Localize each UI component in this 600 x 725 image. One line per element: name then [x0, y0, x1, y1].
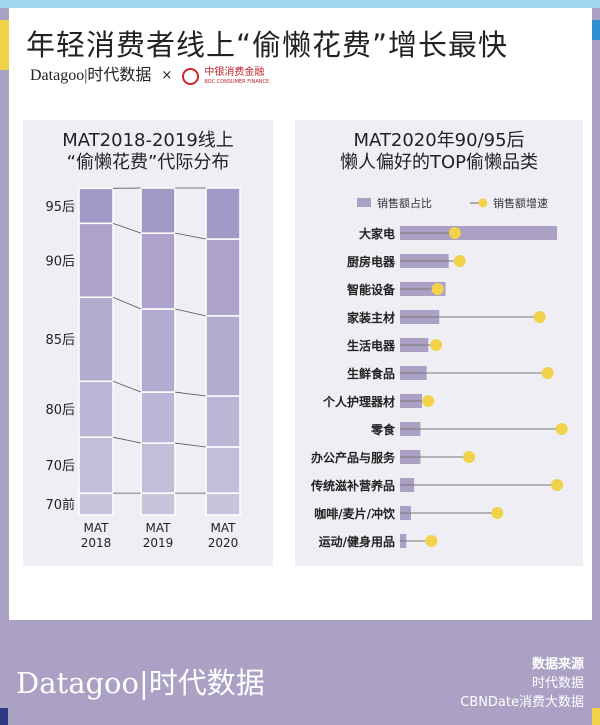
- share-bar: [400, 226, 557, 240]
- x-tick-label: 2019: [143, 536, 174, 550]
- x-tick-label: MAT: [84, 521, 110, 535]
- x-tick-label: MAT: [146, 521, 172, 535]
- footer-logo: Datagoo|时代数据: [16, 666, 265, 700]
- y-tick-label: 95后: [45, 200, 75, 215]
- y-tick-label: 80后: [45, 403, 75, 418]
- connector-line: [174, 442, 207, 448]
- bar-segment: [78, 492, 114, 516]
- category-label: 传统滋补营养品: [310, 478, 395, 493]
- chart-title: MAT2018-2019线上 “偷懒花费”代际分布: [62, 130, 234, 173]
- left-border: [0, 8, 9, 620]
- growth-dot: [541, 367, 554, 379]
- connector-line: [174, 308, 207, 317]
- bar-segment: [140, 232, 176, 310]
- data-source: 数据来源 时代数据 CBNDate消费大数据: [460, 655, 584, 712]
- category-label: 厨房电器: [347, 254, 396, 269]
- x-tick-label: 2018: [81, 536, 112, 550]
- growth-dot: [453, 255, 466, 267]
- category-label: 生鲜食品: [347, 366, 395, 381]
- legend-dot: [478, 198, 488, 208]
- growth-dot: [555, 423, 568, 435]
- category-label: 咖啡/麦片/冲饮: [314, 506, 396, 521]
- y-tick-label: 85后: [45, 333, 75, 348]
- bar-segment: [205, 446, 241, 494]
- growth-dot: [425, 535, 438, 547]
- connector-line: [112, 436, 142, 444]
- connector-line: [112, 222, 142, 234]
- bar-segment: [205, 187, 241, 240]
- partner-logo-sub: BOC CONSUMER FINANCE: [204, 79, 270, 85]
- connector-line: [112, 380, 142, 393]
- right-border: [592, 8, 600, 620]
- bar-segment: [78, 222, 114, 298]
- growth-dot: [431, 283, 444, 295]
- generation-chart-panel: MAT2018-2019线上 “偷懒花费”代际分布 MAT 2018 MAT 2019 M…: [23, 120, 273, 566]
- bar-segment: [205, 395, 241, 448]
- growth-dot: [533, 311, 546, 323]
- legend-bar-swatch: [357, 198, 371, 207]
- source-item: CBNDate消费大数据: [460, 695, 584, 710]
- growth-dot: [551, 479, 563, 491]
- source-label: 数据来源: [531, 657, 584, 672]
- category-label: 家装主材: [347, 310, 395, 325]
- y-tick-label: 90后: [45, 254, 75, 269]
- category-label: 运动/健身用品: [319, 534, 395, 549]
- category-label: 智能设备: [346, 282, 396, 297]
- bar-segment: [78, 380, 114, 438]
- bar-segment: [140, 308, 176, 393]
- bar-segment: [78, 436, 114, 494]
- bar-segment: [140, 391, 176, 444]
- legend-label: 销售额占比: [377, 196, 432, 210]
- corner-accent: [0, 708, 8, 725]
- times-sign: ×: [161, 68, 173, 83]
- bar-segment: [78, 187, 114, 225]
- connector-line: [174, 232, 207, 240]
- growth-dot: [422, 395, 435, 407]
- bar-segment: [78, 296, 114, 383]
- category-label: 办公产品与服务: [311, 450, 396, 465]
- boc-logo-icon: [182, 67, 200, 85]
- bar-segment: [205, 238, 241, 317]
- bar-segment: [140, 492, 176, 516]
- bar-segment: [140, 187, 176, 234]
- page-title: 年轻消费者线上“偷懒花费”增长最快: [26, 28, 509, 62]
- partner-logo: 中银消费金融 BOC CONSUMER FINANCE: [204, 67, 269, 85]
- growth-dot: [491, 507, 504, 519]
- bar-segment: [205, 315, 241, 397]
- chart-title: MAT2020年90/95后 懒人偏好的TOP偷懒品类: [339, 130, 539, 173]
- connector-line: [174, 391, 207, 397]
- category-chart-panel: MAT2020年90/95后 懒人偏好的TOP偷懒品类 销售额占比 销售额增速大家电…: [295, 120, 583, 566]
- x-tick-label: MAT: [211, 521, 237, 535]
- growth-dot: [448, 227, 461, 239]
- corner-accent: [592, 708, 600, 725]
- category-label: 生活电器: [347, 338, 396, 353]
- category-chart: 销售额占比 销售额增速大家电厨房电器智能设备家装主材生活电器生鲜食品个人护理器材零…: [310, 196, 568, 549]
- bar-segment: [205, 492, 241, 516]
- legend-label: 销售额增速: [493, 196, 548, 210]
- y-tick-label: 70前: [45, 497, 75, 513]
- x-tick-label: 2020: [208, 536, 239, 550]
- source-item: 时代数据: [531, 676, 584, 691]
- partner-logo-text: 中银消费金融: [204, 67, 265, 78]
- connector-line: [112, 296, 142, 310]
- category-label: 个人护理器材: [322, 394, 395, 409]
- datagoo-logo: Datagoo|时代数据: [30, 67, 152, 84]
- bar-segment: [140, 442, 176, 494]
- y-tick-label: 70后: [45, 459, 75, 474]
- category-label: 零食: [370, 422, 396, 437]
- growth-dot: [463, 451, 476, 463]
- growth-dot: [430, 339, 443, 351]
- category-label: 大家电: [359, 226, 395, 241]
- brand-row: Datagoo|时代数据 × 中银消费金融 BOC CONSUMER FINAN…: [30, 66, 269, 86]
- top-border: [0, 0, 600, 8]
